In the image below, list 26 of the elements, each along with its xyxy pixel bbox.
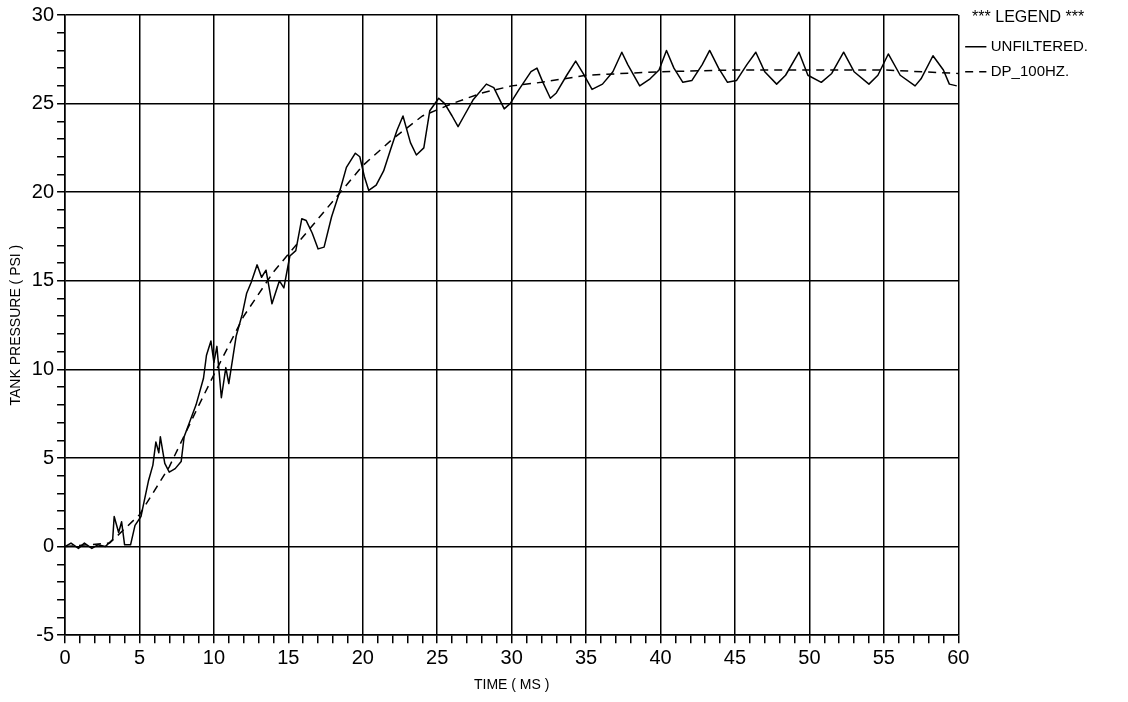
x-tick-label: 20 xyxy=(351,645,374,668)
x-tick-label: 45 xyxy=(723,645,747,668)
x-tick-label: 55 xyxy=(872,645,895,668)
y-axis-title: TANK PRESSURE ( PSI ) xyxy=(7,244,24,406)
legend-label: DP_100HZ. xyxy=(990,61,1070,79)
x-tick-label: 25 xyxy=(426,645,449,668)
x-tick-label: 30 xyxy=(500,645,523,668)
y-tick-label: 20 xyxy=(31,179,55,202)
y-tick-label: 30 xyxy=(31,2,55,25)
y-tick-label: 0 xyxy=(42,534,55,557)
y-tick-label: 15 xyxy=(31,268,55,291)
y-tick-label: 10 xyxy=(31,356,55,379)
legend-title: *** LEGEND *** xyxy=(972,8,1085,26)
legend-label: UNFILTERED. xyxy=(990,36,1089,54)
x-tick-label: 35 xyxy=(574,645,598,668)
y-tick-label: -5 xyxy=(36,622,55,645)
x-axis-title: TIME ( MS ) xyxy=(473,676,550,693)
x-tick-label: 0 xyxy=(59,645,71,668)
x-tick-label: 50 xyxy=(798,645,821,668)
x-tick-label: 60 xyxy=(947,645,970,668)
x-tick-label: 5 xyxy=(133,645,146,668)
y-tick-label: 5 xyxy=(42,445,55,468)
y-tick-label: 25 xyxy=(31,91,55,114)
x-tick-label: 10 xyxy=(202,645,226,668)
x-tick-label: 15 xyxy=(277,645,300,668)
x-tick-label: 40 xyxy=(649,645,672,668)
